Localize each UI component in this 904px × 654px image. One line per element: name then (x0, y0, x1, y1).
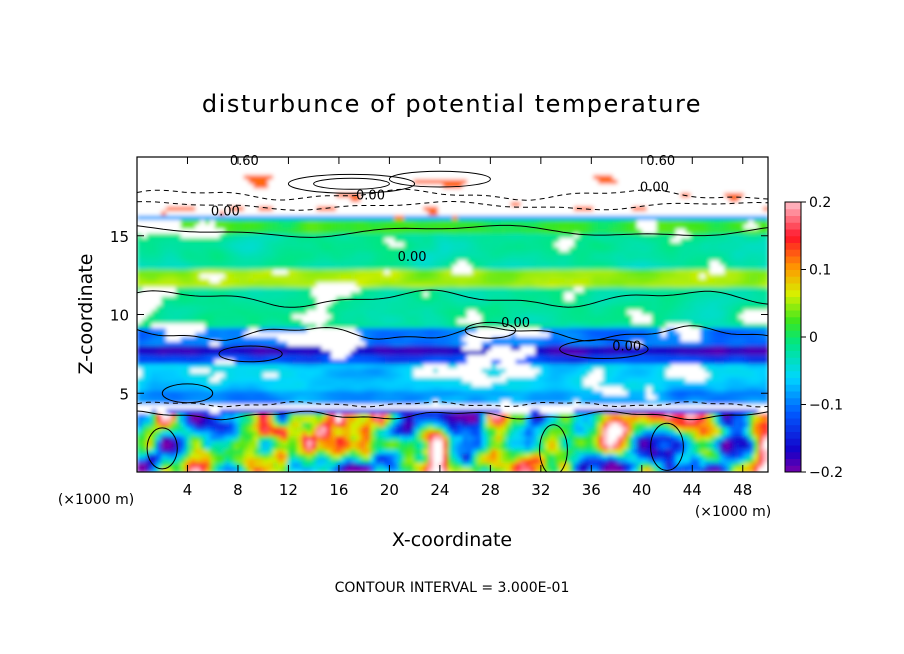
y-axis-label: Z-coordinate (75, 254, 97, 375)
colorbar-swatch (785, 303, 801, 311)
colorbar-swatch (785, 289, 801, 297)
colorbar-swatch (785, 397, 801, 405)
colorbar-swatch (785, 458, 801, 466)
contour-loop (650, 422, 684, 471)
x-tick-label: 28 (481, 481, 500, 499)
chart-title: disturbunce of potential temperature (202, 90, 702, 118)
colorbar-swatch (785, 330, 801, 338)
contour-loop (313, 177, 390, 190)
colorbar-tick-label: −0.2 (809, 465, 843, 481)
contour-loop (287, 173, 416, 194)
colorbar-swatch (785, 296, 801, 304)
x-unit-label: (×1000 m) (58, 492, 134, 508)
x-tick-label: 8 (233, 481, 243, 499)
colorbar-swatch (785, 343, 801, 351)
colorbar-swatch (785, 242, 801, 250)
contour-line (137, 201, 768, 211)
colorbar-swatch (785, 357, 801, 365)
contour-line (137, 289, 768, 308)
colorbar-swatch (785, 404, 801, 412)
colorbar-tick-label: 0.1 (809, 263, 831, 279)
colorbar-tick-label: 0 (809, 330, 818, 346)
contour-line (137, 224, 768, 238)
x-tick-label: 36 (582, 481, 601, 499)
colorbar-swatch (785, 323, 801, 331)
contour-label: 0.00 (398, 250, 427, 265)
contour-loop (218, 345, 283, 363)
colorbar-swatch (785, 316, 801, 324)
colorbar-swatch (785, 424, 801, 432)
colorbar-swatch (785, 249, 801, 257)
contour-labels: 0.60 0.00 0.00 0.60 0.00 0.00 0.00 0.00 (211, 154, 675, 355)
colorbar-swatch (785, 370, 801, 378)
contour-interval-note: CONTOUR INTERVAL = 3.000E-01 (335, 580, 570, 596)
colorbar-swatch (785, 229, 801, 237)
colorbar-swatch (785, 445, 801, 453)
contour-line (137, 410, 768, 421)
colorbar-swatch (785, 337, 801, 345)
x-tick-label: 20 (380, 481, 399, 499)
x-tick-label: 48 (733, 481, 752, 499)
colorbar-swatch (785, 215, 801, 223)
z-unit-label: (×1000 m) (695, 504, 771, 520)
colorbar-swatch (785, 222, 801, 230)
contour-loop (559, 339, 649, 360)
colorbar-swatch (785, 431, 801, 439)
x-tick-label: 16 (329, 481, 348, 499)
x-axis-label: X-coordinate (392, 529, 512, 551)
colorbar-swatch (785, 411, 801, 419)
contour-loop (464, 321, 517, 339)
contour-lines (137, 170, 768, 472)
z-axis: 5 10 15 (110, 228, 768, 403)
colorbar-swatch (785, 256, 801, 264)
x-tick-label: 4 (183, 481, 193, 499)
contour-line (137, 188, 768, 201)
z-tick-label: 5 (119, 385, 129, 403)
colorbar-swatch (785, 276, 801, 284)
colorbar-swatch (785, 364, 801, 372)
x-tick-label: 40 (632, 481, 651, 499)
contour-label: 0.60 (230, 154, 259, 169)
contour-label: 0.60 (646, 154, 675, 169)
contour-loop (388, 170, 491, 188)
z-tick-label: 15 (110, 228, 129, 246)
colorbar-swatch (785, 283, 801, 291)
x-axis: 4 8 12 16 20 24 28 32 36 40 44 48 (183, 157, 752, 499)
colorbar-tick-label: 0.2 (809, 195, 831, 211)
x-tick-label: 12 (279, 481, 298, 499)
contour-loop (539, 424, 568, 472)
contour-loop (146, 427, 178, 470)
contour-label: 0.00 (612, 340, 641, 355)
colorbar-swatch (785, 377, 801, 385)
colorbar-swatch (785, 350, 801, 358)
colorbar-swatch (785, 451, 801, 459)
z-tick-label: 10 (110, 307, 129, 325)
colorbar-swatch (785, 391, 801, 399)
x-tick-label: 24 (430, 481, 449, 499)
contour-loop (161, 383, 214, 404)
colorbar-swatch (785, 418, 801, 426)
colorbar-swatch (785, 310, 801, 318)
colorbar-swatch (785, 438, 801, 446)
colorbar: 0.2 0.1 0 −0.1 −0.2 (784, 195, 843, 481)
colorbar-swatch (785, 202, 801, 210)
contour-line (137, 325, 768, 342)
colorbar-tick-label: −0.1 (809, 398, 843, 414)
contour-line (137, 401, 768, 408)
colorbar-swatch (785, 235, 801, 243)
colorbar-swatch (785, 384, 801, 392)
x-tick-label: 44 (683, 481, 702, 499)
colorbar-swatch (785, 208, 801, 216)
colorbar-swatch (785, 269, 801, 277)
contour-label: 0.00 (356, 189, 385, 204)
contour-label: 0.00 (640, 181, 669, 196)
contour-label: 0.00 (211, 204, 240, 219)
colorbar-swatch (785, 465, 801, 473)
contour-label: 0.00 (501, 316, 530, 331)
x-tick-label: 32 (531, 481, 550, 499)
colorbar-swatch (785, 262, 801, 270)
